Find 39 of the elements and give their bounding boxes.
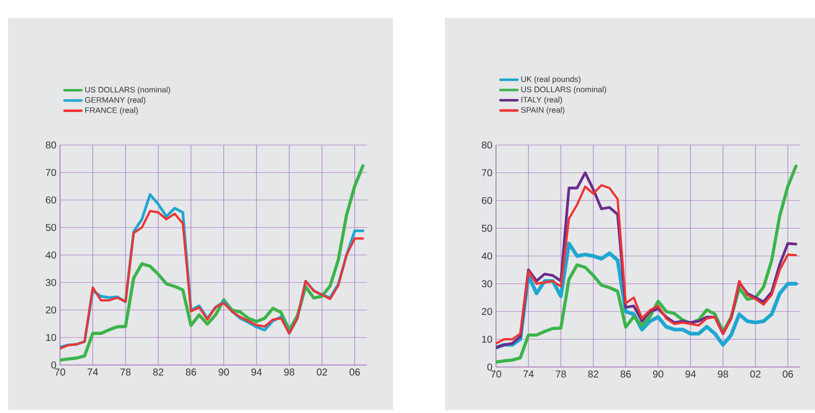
y-tick-label: 0	[51, 361, 56, 369]
y-tick-label: 10	[46, 334, 56, 342]
y-tick-label: 80	[46, 141, 56, 149]
x-tick-label: 06	[782, 370, 793, 378]
line-series	[60, 164, 365, 362]
x-tick-label: 90	[653, 370, 664, 378]
x-tick-label: 70	[490, 370, 502, 378]
x-tick-label: 02	[750, 370, 760, 378]
y-tick-label: 70	[46, 168, 56, 176]
x-tick-label: 74	[523, 370, 534, 378]
x-tick-label: 78	[556, 370, 566, 378]
x-tick-label: 74	[88, 368, 98, 376]
x-tick-label: 06	[350, 368, 360, 376]
y-tick-label: 60	[482, 196, 492, 204]
x-tick-label: 82	[153, 368, 164, 376]
y-tick-label: 80	[482, 141, 492, 149]
x-tick-label: 90	[218, 368, 229, 376]
x-tick-label: 86	[186, 368, 196, 376]
x-tick-label: 82	[588, 370, 598, 378]
x-tick-label: 94	[686, 370, 696, 378]
y-tick-label: 0	[487, 363, 492, 371]
y-tick-label: 30	[482, 280, 492, 288]
x-tick-label: 98	[718, 370, 728, 378]
y-tick-label: 20	[482, 308, 492, 316]
y-tick-label: 40	[46, 251, 56, 259]
x-tick-label: 02	[316, 368, 328, 376]
x-tick-label: 94	[251, 368, 262, 376]
y-tick-label: 10	[482, 336, 492, 343]
y-tick-label: 20	[46, 306, 56, 314]
x-tick-label: 98	[284, 368, 294, 376]
y-tick-label: 50	[482, 224, 492, 232]
y-tick-label: 60	[46, 196, 56, 204]
y-tick-label: 30	[46, 278, 56, 286]
y-tick-label: 70	[482, 169, 492, 176]
x-tick-label: 86	[620, 370, 631, 378]
x-tick-label: 70	[54, 368, 66, 376]
y-tick-label: 50	[46, 224, 56, 232]
y-tick-label: 40	[482, 252, 492, 260]
x-tick-label: 78	[120, 368, 131, 376]
